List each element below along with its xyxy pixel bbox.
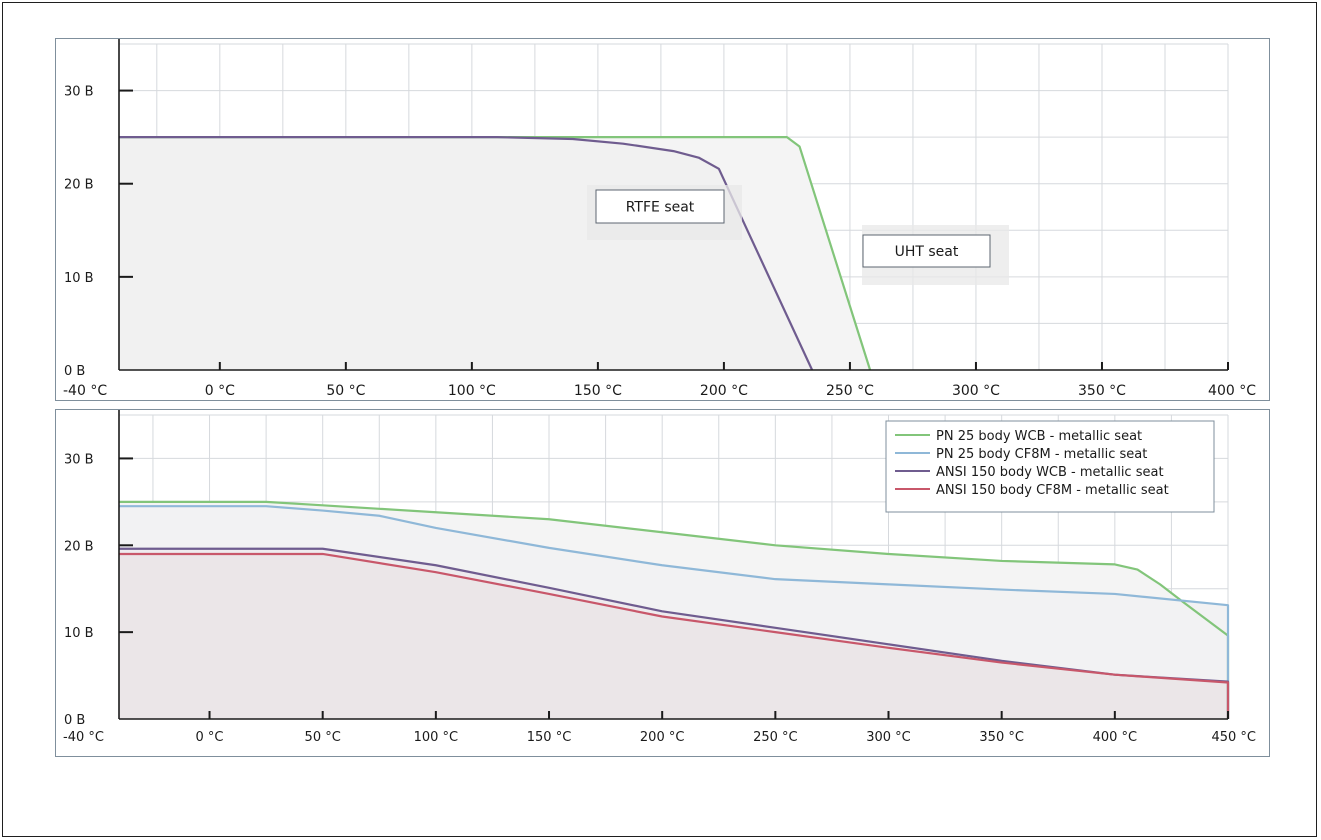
series-area bbox=[119, 137, 813, 370]
seat-pressure-chart: 0 B 10 B 20 B 30 B -40 °C 0 °C 50 °C 100 °C 150 … bbox=[55, 38, 1270, 401]
x-tick-label: 400 °C bbox=[1208, 383, 1256, 399]
series-line bbox=[119, 136, 814, 371]
x-tick-label: 100 °C bbox=[414, 730, 459, 745]
y-tick-label: 10 B bbox=[64, 271, 94, 286]
legend-label: PN 25 body WCB - metallic seat bbox=[936, 429, 1142, 444]
x-tick-label: 200 °C bbox=[640, 730, 685, 745]
x-tick-label: 350 °C bbox=[979, 730, 1024, 745]
legend-label: ANSI 150 body CF8M - metallic seat bbox=[936, 483, 1169, 498]
x-tick-label: 50 °C bbox=[326, 383, 365, 399]
y-tick-label: 30 B bbox=[64, 452, 94, 467]
x-tick-label: 50 °C bbox=[305, 730, 341, 745]
y-tick-label: 30 B bbox=[64, 85, 94, 100]
callout-box bbox=[862, 234, 991, 268]
series-line bbox=[119, 500, 1230, 719]
x-tick-label: 0 °C bbox=[196, 730, 224, 745]
x-tick-label: 450 °C bbox=[1211, 730, 1256, 745]
y-tick-label: 10 B bbox=[64, 626, 94, 641]
callout-box bbox=[595, 189, 725, 224]
x-tick-label: 100 °C bbox=[448, 383, 496, 399]
legend-label: ANSI 150 body WCB - metallic seat bbox=[936, 465, 1164, 480]
x-tick-label: 250 °C bbox=[826, 383, 874, 399]
series-label: UHT seat bbox=[895, 244, 959, 260]
y-tick-label: 0 B bbox=[64, 713, 85, 728]
x-tick-label: 350 °C bbox=[1078, 383, 1126, 399]
seat-pressure-plot: 0 B 10 B 20 B 30 B -40 °C 0 °C 50 °C 100 °C 150 … bbox=[63, 39, 1256, 399]
x-tick-label: 0 °C bbox=[205, 383, 235, 399]
legend-label: PN 25 body CF8M - metallic seat bbox=[936, 447, 1147, 462]
x-tick-label: 250 °C bbox=[753, 730, 798, 745]
y-tick-label: 20 B bbox=[64, 178, 94, 193]
x-tick-label: -40 °C bbox=[63, 730, 104, 745]
legend-box bbox=[885, 420, 1215, 513]
series-line bbox=[119, 505, 1230, 719]
y-tick-label: 20 B bbox=[64, 539, 94, 554]
series-area bbox=[119, 553, 1228, 719]
series-label: RTFE seat bbox=[626, 200, 695, 216]
x-tick-label: 150 °C bbox=[574, 383, 622, 399]
body-pressure-plot: 0 B 10 B 20 B 30 B -40 °C 0 °C 50 °C 100 °C 150 … bbox=[63, 410, 1256, 745]
x-tick-label: 150 °C bbox=[527, 730, 572, 745]
y-tick-label: 0 B bbox=[64, 364, 85, 379]
body-pressure-chart: 0 B 10 B 20 B 30 B -40 °C 0 °C 50 °C 100 °C 150 … bbox=[55, 409, 1270, 757]
x-tick-label: -40 °C bbox=[63, 383, 107, 399]
x-tick-label: 300 °C bbox=[952, 383, 1000, 399]
series-line bbox=[119, 552, 1230, 719]
x-tick-label: 200 °C bbox=[700, 383, 748, 399]
x-tick-label: 300 °C bbox=[866, 730, 911, 745]
x-tick-label: 400 °C bbox=[1093, 730, 1138, 745]
